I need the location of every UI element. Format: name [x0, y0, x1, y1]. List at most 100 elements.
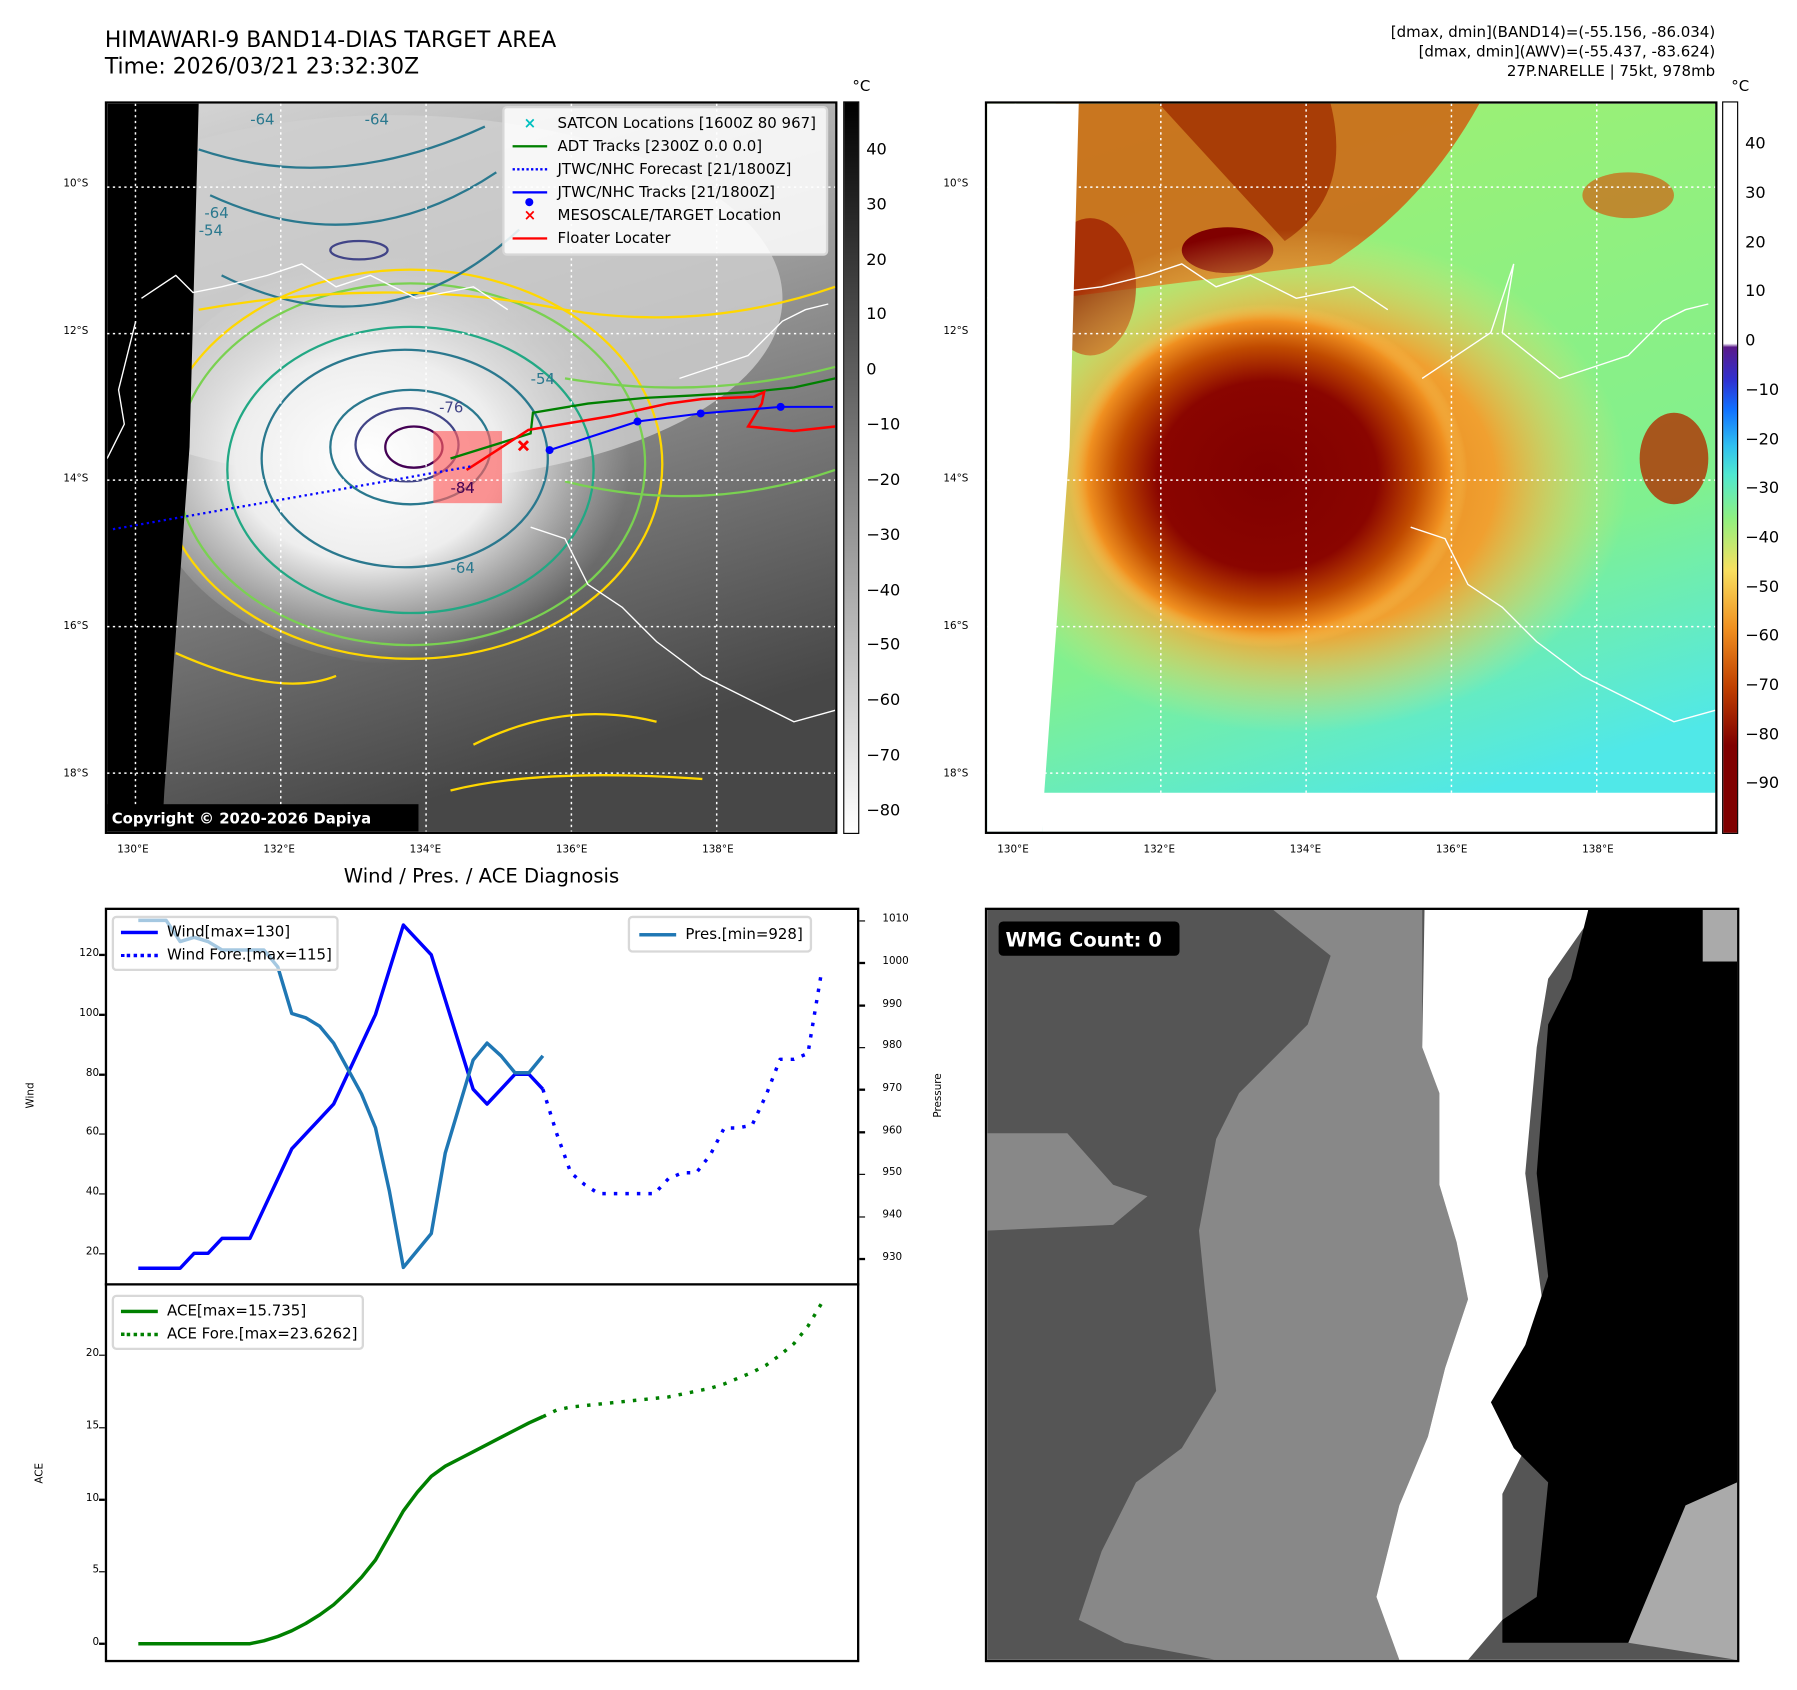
- lon-tick-label: 130°E: [117, 844, 149, 856]
- y-right-tick-mark: [859, 1046, 866, 1049]
- lat-tick-label: 10°S: [943, 178, 969, 190]
- left-colorbar-unit: °C: [852, 78, 871, 96]
- y-right-tick-mark: [859, 1216, 866, 1218]
- y-tick-label: 60: [85, 1127, 100, 1139]
- lon-tick-label: 134°E: [409, 844, 442, 856]
- colorbar-tick-label: −80: [1745, 725, 1780, 744]
- series-line-pres-: [138, 918, 545, 1270]
- right-colorbar-unit: °C: [1731, 78, 1750, 96]
- colorbar-tick-label: −30: [1745, 479, 1780, 498]
- y-tick-mark: [99, 1498, 105, 1501]
- y-tick-mark: [99, 1013, 105, 1016]
- lon-tick-label: 130°E: [997, 844, 1029, 856]
- y-right-tick-label: 1000: [882, 955, 909, 968]
- y-tick-mark: [99, 1073, 105, 1076]
- legend-item-satcon: × SATCON Locations [1600Z 80 967]: [509, 112, 821, 135]
- colorbar-tick-label: 10: [866, 305, 887, 325]
- ace-legend: ACE[max=15.735] ACE Fore.[max=23.6262]: [111, 1294, 365, 1351]
- y-right-tick-mark: [859, 919, 866, 922]
- y-right-tick-label: 950: [882, 1167, 903, 1179]
- y-right-tick-label: 1010: [882, 913, 909, 925]
- x-marker-icon: ×: [523, 206, 537, 225]
- wmg-panel: WMG Count: 0: [984, 907, 1740, 1663]
- no-data-region: [987, 103, 1079, 832]
- legend-item-adt: ADT Tracks [2300Z 0.0 0.0]: [509, 135, 821, 158]
- colorbar-tick-label: −60: [866, 691, 901, 710]
- map-legend: × SATCON Locations [1600Z 80 967] ADT Tra…: [502, 105, 829, 256]
- y-tick-mark: [99, 1252, 105, 1255]
- y-right-tick-label: 990: [882, 998, 903, 1010]
- contour-label: -84: [451, 479, 475, 497]
- target-location-marker: [517, 440, 530, 452]
- y-tick-mark: [99, 1426, 105, 1429]
- colorbar-tick-label: −20: [1745, 430, 1780, 449]
- y-right-tick-label: 980: [882, 1040, 903, 1052]
- contour-label: -64: [365, 110, 389, 128]
- y-tick-mark: [99, 1133, 105, 1136]
- y-tick-label: 100: [79, 1007, 100, 1020]
- colorbar-tick-label: 30: [1745, 184, 1766, 203]
- contour-label: -76: [439, 399, 463, 417]
- y-tick-mark: [99, 1354, 105, 1357]
- legend-item-floater: Floater Locater: [509, 227, 821, 250]
- colorbar-tick-label: −60: [1745, 626, 1780, 646]
- colorbar-tick-label: 40: [1745, 135, 1766, 154]
- x-marker-icon: ×: [523, 114, 537, 132]
- y-tick-label: 5: [92, 1564, 100, 1577]
- dotted-line-icon: [119, 1332, 160, 1336]
- colorbar-tick-label: 20: [866, 250, 887, 270]
- colorbar-tick-label: 40: [866, 140, 887, 159]
- colorbar-tick-label: −20: [866, 471, 901, 490]
- colorbar-tick-label: −70: [866, 746, 901, 765]
- colorbar-tick-label: 30: [866, 195, 887, 215]
- jtwc-track-point: [545, 446, 554, 455]
- solid-line-icon: [119, 930, 160, 934]
- lat-tick-label: 10°S: [63, 178, 89, 190]
- colorbar-tick-label: −70: [1745, 676, 1780, 695]
- contour-label: -64: [451, 559, 475, 577]
- lon-tick-label: 136°E: [1435, 844, 1468, 856]
- left-map-title: HIMAWARI-9 BAND14-DIAS TARGET AREA Time: …: [104, 27, 557, 80]
- colorbar-tick-label: −90: [1745, 774, 1780, 793]
- y-tick-mark: [99, 1643, 105, 1645]
- diagnosis-title: Wind / Pres. / ACE Diagnosis: [343, 865, 620, 889]
- jtwc-forecast-line: [112, 465, 473, 531]
- contour-label: -64: [250, 110, 274, 128]
- solid-line-icon: [119, 1309, 160, 1313]
- y-right-tick-mark: [859, 1173, 866, 1176]
- colorbar-tick-label: −10: [866, 415, 901, 435]
- wind-axis-label: Wind: [25, 1082, 37, 1109]
- wmg-count-label: WMG Count: 0: [1005, 929, 1161, 952]
- lat-tick-label: 16°S: [63, 620, 89, 633]
- colorbar-tick-label: −40: [866, 581, 901, 600]
- copyright: Copyright © 2020-2026 Dapiya: [112, 810, 372, 828]
- y-right-tick-mark: [859, 1258, 866, 1261]
- lat-tick-label: 16°S: [943, 620, 969, 633]
- lon-tick-label: 132°E: [1143, 844, 1176, 856]
- floater-box: [433, 431, 503, 504]
- colorbar-tick-label: −30: [866, 526, 901, 545]
- jtwc-track-point: [696, 409, 705, 418]
- y-right-tick-mark: [859, 1131, 866, 1134]
- y-tick-label: 20: [85, 1246, 100, 1258]
- y-tick-label: 120: [79, 947, 100, 960]
- lat-tick-label: 18°S: [943, 768, 969, 780]
- line-dot-icon: [509, 191, 550, 207]
- awv-map: [984, 101, 1718, 834]
- colorbar-tick-label: 0: [1745, 331, 1756, 351]
- y-tick-mark: [99, 954, 105, 957]
- series-line-wind: [138, 923, 545, 1270]
- y-tick-mark: [99, 1570, 105, 1573]
- series-line-wind-fore-: [541, 969, 824, 1196]
- jtwc-track-point: [776, 402, 785, 411]
- coastline: [107, 263, 836, 723]
- colorbar-tick-label: −40: [1745, 528, 1780, 548]
- colorbar-tick-label: −50: [1745, 577, 1780, 597]
- contour-label: -54: [531, 370, 555, 388]
- colorbar-tick-label: 0: [866, 360, 877, 380]
- y-right-tick-label: 940: [882, 1209, 903, 1222]
- pressure-axis-label: Pressure: [933, 1073, 945, 1118]
- legend-item-jtwc-forecast: JTWC/NHC Forecast [21/1800Z]: [509, 158, 821, 181]
- coastline: [987, 263, 1716, 723]
- contour-label: -54: [199, 221, 223, 239]
